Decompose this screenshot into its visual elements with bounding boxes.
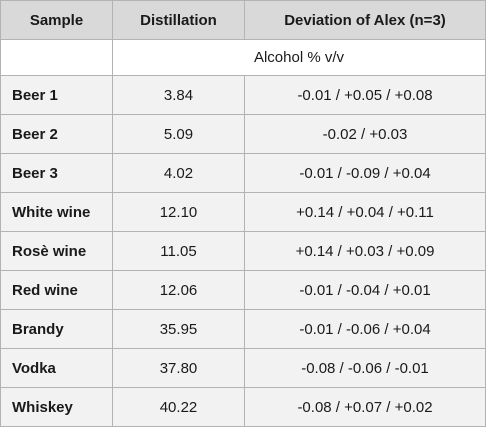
header-sample: Sample: [0, 0, 113, 40]
cell-distillation: 5.09: [112, 114, 245, 154]
cell-distillation: 3.84: [112, 75, 245, 115]
cell-deviation: -0.02 / +0.03: [244, 114, 486, 154]
cell-distillation: 35.95: [112, 309, 245, 349]
cell-sample: Rosè wine: [0, 231, 113, 271]
header-distillation: Distillation: [112, 0, 245, 40]
cell-sample: Whiskey: [0, 387, 113, 427]
header-deviation: Deviation of Alex (n=3): [244, 0, 486, 40]
table-row: Beer 3 4.02 -0.01 / -0.09 / +0.04: [0, 153, 486, 193]
cell-deviation: -0.01 / -0.06 / +0.04: [244, 309, 486, 349]
cell-distillation: 12.06: [112, 270, 245, 310]
cell-deviation: -0.01 / +0.05 / +0.08: [244, 75, 486, 115]
cell-deviation: +0.14 / +0.04 / +0.11: [244, 192, 486, 232]
cell-sample: Vodka: [0, 348, 113, 388]
cell-sample: White wine: [0, 192, 113, 232]
table-row: Beer 1 3.84 -0.01 / +0.05 / +0.08: [0, 75, 486, 115]
cell-sample: Beer 3: [0, 153, 113, 193]
table-row: White wine 12.10 +0.14 / +0.04 / +0.11: [0, 192, 486, 232]
unit-row: Alcohol % v/v: [0, 39, 486, 76]
cell-deviation: -0.08 / -0.06 / -0.01: [244, 348, 486, 388]
unit-label: Alcohol % v/v: [112, 39, 486, 76]
table-header-row: Sample Distillation Deviation of Alex (n…: [0, 0, 486, 40]
cell-deviation: -0.01 / -0.09 / +0.04: [244, 153, 486, 193]
table-row: Whiskey 40.22 -0.08 / +0.07 / +0.02: [0, 387, 486, 427]
cell-sample: Beer 1: [0, 75, 113, 115]
table-row: Vodka 37.80 -0.08 / -0.06 / -0.01: [0, 348, 486, 388]
table-row: Brandy 35.95 -0.01 / -0.06 / +0.04: [0, 309, 486, 349]
cell-distillation: 11.05: [112, 231, 245, 271]
cell-deviation: -0.01 / -0.04 / +0.01: [244, 270, 486, 310]
table-row: Rosè wine 11.05 +0.14 / +0.03 / +0.09: [0, 231, 486, 271]
cell-distillation: 12.10: [112, 192, 245, 232]
unit-row-blank-cell: [0, 39, 113, 76]
table-row: Red wine 12.06 -0.01 / -0.04 / +0.01: [0, 270, 486, 310]
cell-sample: Red wine: [0, 270, 113, 310]
cell-sample: Brandy: [0, 309, 113, 349]
cell-distillation: 37.80: [112, 348, 245, 388]
cell-distillation: 4.02: [112, 153, 245, 193]
cell-distillation: 40.22: [112, 387, 245, 427]
table-row: Beer 2 5.09 -0.02 / +0.03: [0, 114, 486, 154]
cell-deviation: -0.08 / +0.07 / +0.02: [244, 387, 486, 427]
cell-sample: Beer 2: [0, 114, 113, 154]
cell-deviation: +0.14 / +0.03 / +0.09: [244, 231, 486, 271]
